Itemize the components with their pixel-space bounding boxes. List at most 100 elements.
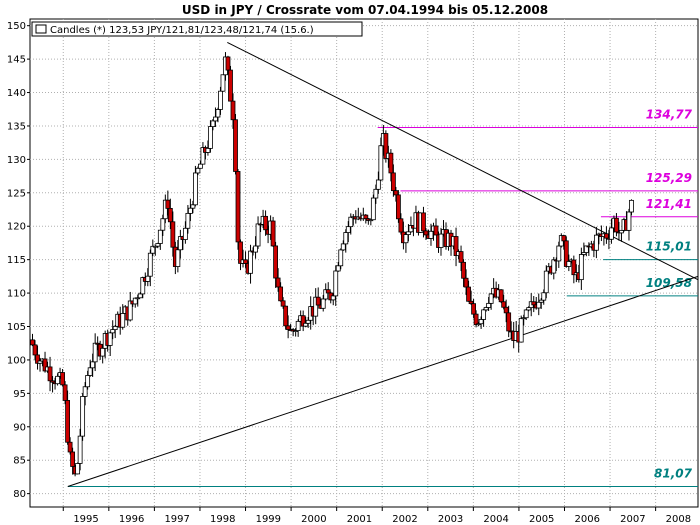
candle-body [561,235,567,242]
y-tick-label: 85 [13,456,26,467]
legend: Candles (*) 123,53 JPY/121,81/123,48/121… [31,21,363,37]
candle-body [285,325,291,330]
candle-body [593,234,599,251]
candle-body [313,296,319,317]
candle-body [363,214,369,220]
chart-title: USD in JPY / Crossrate vom 07.04.1994 bi… [182,3,548,17]
candle-body [315,296,321,306]
candle-body [338,249,344,267]
candle-body [433,225,439,236]
trendlines [67,41,699,487]
candle-body [423,230,429,236]
legend-text: Candles (*) 123,53 JPY/121,81/123,48/121… [50,25,314,36]
candle-body [42,358,48,372]
candle-body [112,325,118,330]
legend-box [31,21,363,37]
candle-body [393,190,399,196]
candle-body [503,306,509,314]
candle-body [333,270,339,297]
x-tick-label: 2000 [301,514,326,525]
candle-body [182,227,188,240]
candle-body [140,277,146,295]
candle-body [390,172,396,192]
candle-body [629,199,634,213]
candle-body [198,163,203,169]
candle-body [563,240,569,267]
candle-body [150,245,156,254]
candle-body [280,300,286,307]
candle-body [305,319,311,324]
candle-body [135,297,141,300]
y-tick-label: 105 [7,322,26,333]
candle-body [471,303,476,315]
candle-body [55,375,60,385]
candle-body [556,245,562,262]
candle-body [195,167,201,174]
level-label: 115,01 [646,240,692,254]
y-tick-label: 120 [7,222,26,233]
y-tick-label: 115 [7,255,26,266]
candle-body [388,152,394,174]
candle-body [566,261,572,267]
candle-body [32,344,38,356]
candle-body [193,172,198,206]
candle-body [77,435,83,464]
candle-body [343,232,349,245]
legend-candle-swatch [35,24,47,34]
candle-body [210,120,216,127]
candle-body [468,300,474,305]
candle-body [145,275,151,282]
candle-body [157,229,163,244]
x-axis: 1995 1996 1997 1998 1999 2000 2001 2002 2003 2004… [62,507,691,525]
plot-area [29,18,699,508]
x-tick-label: 2008 [666,514,691,525]
candle-body [255,223,261,247]
candle-body [225,56,231,71]
candle-body [200,147,206,165]
candle-body [270,220,276,247]
candle-body [481,309,487,320]
candle-body [378,145,384,181]
candle-body [70,451,76,467]
x-tick-label: 1999 [256,514,281,525]
candle-body [466,286,471,302]
candle-body [340,243,346,251]
candle-body [62,384,68,401]
candle-body [85,375,91,388]
candle-body [373,188,379,199]
candle-body [67,441,73,453]
candle-body [235,171,241,243]
candle-body [461,261,466,279]
candle-body [458,251,464,263]
candle-body [273,245,279,279]
level-label: 121,41 [646,197,692,211]
candle-body [87,367,93,376]
candle-body [583,245,589,253]
candle-body [541,292,547,301]
candle-body [248,250,253,274]
level-label: 81,07 [654,466,693,480]
candle-body [213,116,218,122]
candle-body [295,320,301,331]
candle-body [75,463,81,475]
candle-body [498,289,504,303]
candle-body [137,293,143,299]
candle-body [167,207,173,223]
candle-body [348,216,354,228]
candle-body [253,245,258,253]
y-tick-label: 95 [13,389,26,400]
candle-body [238,241,243,264]
candle-body [486,302,492,308]
candle-body [483,307,489,311]
candle-body [501,301,507,308]
candle-body [230,100,236,121]
x-tick-label: 2002 [392,514,417,525]
candle-body [604,233,609,239]
horizontal-levels: 134,77 125,29 121,41 115,01 109,58 81,07 [67,107,698,487]
candle-body [463,277,469,288]
y-tick-label: 130 [7,155,26,166]
candle-body [132,297,138,305]
candle-body [303,322,309,327]
candle-body [175,249,181,267]
